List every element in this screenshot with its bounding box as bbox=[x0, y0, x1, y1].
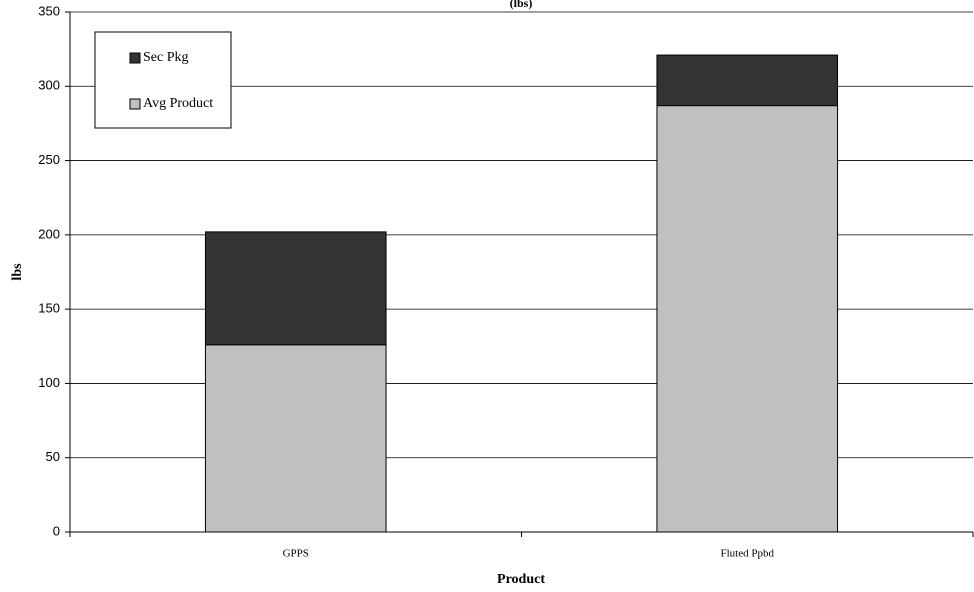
x-axis-title: Product bbox=[497, 572, 545, 587]
legend-label: Sec Pkg bbox=[143, 50, 189, 65]
y-tick-label: 250 bbox=[38, 152, 60, 167]
x-tick-label: Fluted Ppbd bbox=[721, 548, 775, 560]
y-tick-label: 0 bbox=[53, 523, 60, 538]
y-axis-title: lbs bbox=[10, 263, 25, 281]
legend-swatch bbox=[129, 98, 141, 110]
bar-segment bbox=[656, 54, 839, 107]
bar-segment bbox=[656, 105, 839, 533]
legend-label: Avg Product bbox=[143, 96, 213, 111]
y-tick-label: 350 bbox=[38, 3, 60, 18]
y-tick-label: 150 bbox=[38, 301, 60, 316]
x-tick-label: GPPS bbox=[283, 548, 309, 560]
legend-box bbox=[94, 31, 232, 129]
bar-segment bbox=[204, 231, 387, 346]
bar-segment bbox=[204, 344, 387, 533]
y-tick-label: 300 bbox=[38, 78, 60, 93]
chart-title: (lbs) bbox=[510, 0, 533, 10]
y-tick-label: 100 bbox=[38, 375, 60, 390]
legend-swatch bbox=[129, 52, 141, 64]
y-tick-label: 50 bbox=[46, 449, 60, 464]
y-tick-label: 200 bbox=[38, 226, 60, 241]
